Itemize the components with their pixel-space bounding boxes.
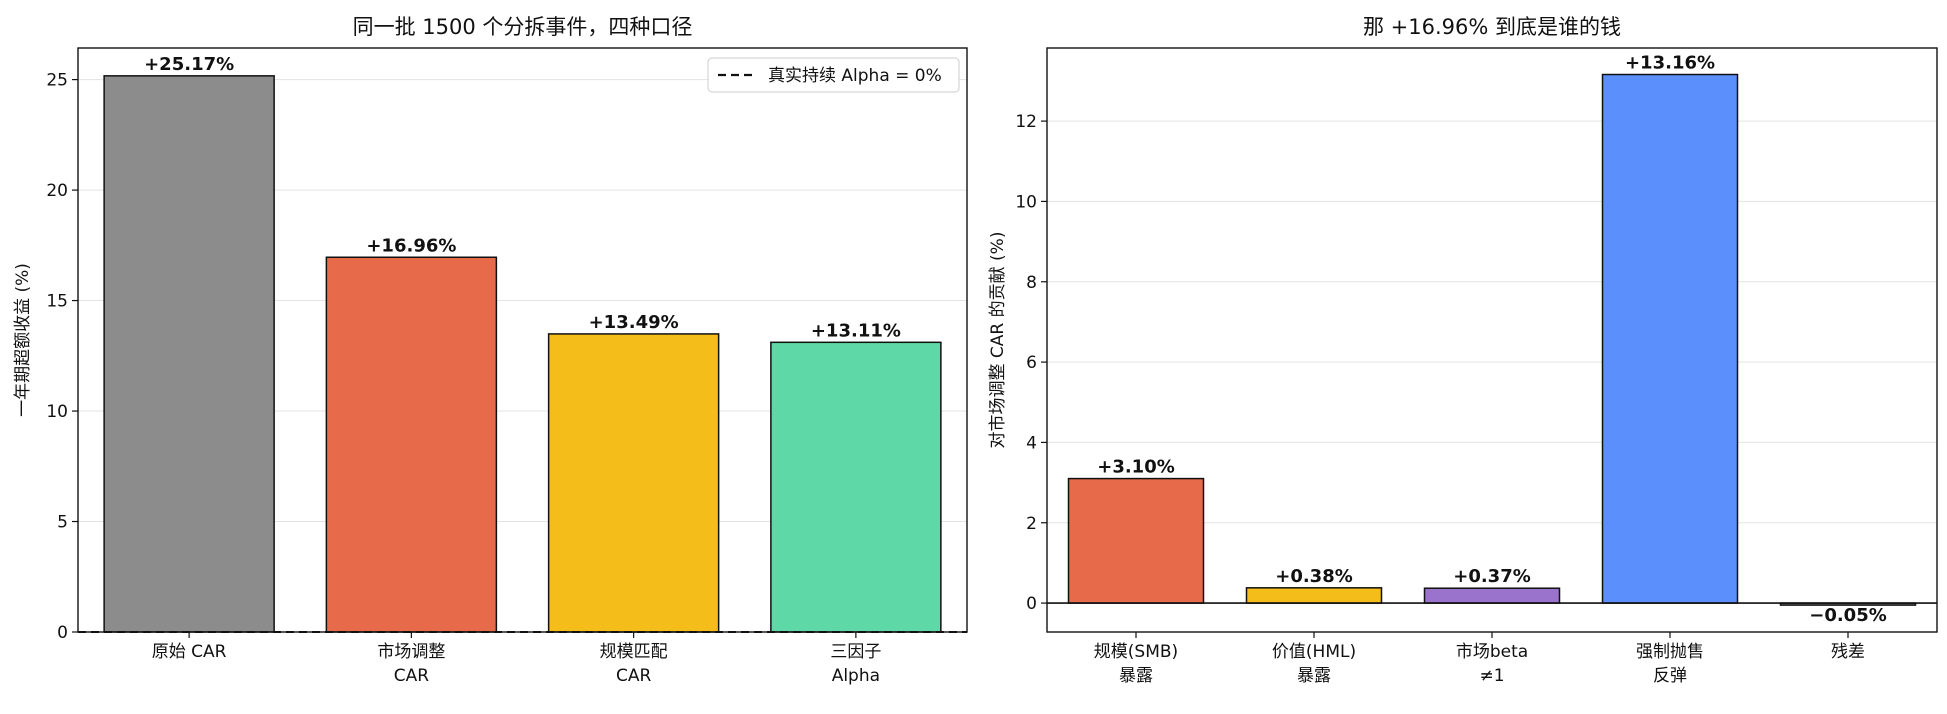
y-axis-label: 一年期超额收益 (%)	[13, 263, 33, 417]
y-tick-label: 20	[46, 181, 68, 201]
bar-value-label: +13.16%	[1625, 53, 1715, 74]
bar-value-label: +13.11%	[811, 320, 901, 341]
y-tick-label: 10	[46, 402, 68, 422]
bar	[1067, 477, 1205, 604]
x-tick-label: 暴露	[1119, 666, 1153, 686]
bar-value-label: +13.49%	[589, 312, 679, 333]
y-tick-label: 25	[46, 71, 68, 91]
x-tick-label: ≠1	[1479, 666, 1504, 686]
x-tick-label: 原始 CAR	[152, 642, 227, 662]
y-tick-label: 12	[1015, 112, 1037, 132]
bar	[325, 256, 498, 633]
x-tick-label: 强制抛售	[1636, 642, 1704, 662]
bar	[1245, 587, 1383, 604]
bar	[1423, 587, 1561, 604]
x-tick-label: 价值(HML)	[1272, 642, 1356, 662]
chart-title: 那 +16.96% 到底是谁的钱	[1363, 15, 1621, 39]
y-tick-label: 2	[1026, 514, 1037, 534]
y-tick-label: 8	[1026, 273, 1037, 293]
plot-frame	[77, 47, 968, 633]
left-chart: 0 5 10 15 20 25 +25.17% 原始 CAR +16.96% 市场调整 CAR +13…	[13, 15, 968, 686]
bar-value-label: +16.96%	[366, 235, 456, 256]
y-tick-label: 0	[1026, 594, 1037, 614]
x-tick-label: 市场调整	[377, 642, 445, 662]
bar-value-label: +3.10%	[1097, 457, 1175, 478]
right-chart: 0 2 4 6 8 10 12 +3.10% 规模(SMB) 暴露 +0.38% 价值(HML) 暴露 +…	[988, 15, 1938, 686]
x-tick-label: CAR	[394, 666, 429, 686]
x-tick-label: 暴露	[1297, 666, 1331, 686]
bar	[770, 341, 942, 633]
x-tick-label: CAR	[616, 666, 651, 686]
bar-value-label: −0.05%	[1809, 605, 1887, 626]
x-tick-label: 市场beta	[1456, 642, 1528, 662]
y-tick-label: 10	[1015, 192, 1037, 212]
x-tick-label: 反弹	[1653, 666, 1687, 686]
chart-title: 同一批 1500 个分拆事件，四种口径	[353, 15, 693, 39]
x-tick-label: 规模(SMB)	[1094, 642, 1178, 662]
y-tick-label: 15	[46, 292, 68, 312]
legend-label: 真实持续 Alpha = 0%	[768, 66, 942, 86]
y-tick-label: 6	[1026, 353, 1037, 373]
y-tick-label: 5	[57, 513, 68, 533]
plot-frame	[1046, 47, 1938, 633]
bar	[103, 75, 275, 633]
x-tick-label: 规模匹配	[600, 642, 668, 662]
x-tick-label: 三因子	[830, 642, 881, 662]
bar	[1601, 73, 1739, 604]
y-axis-label: 对市场调整 CAR 的贡献 (%)	[988, 232, 1008, 449]
bar-value-label: +0.38%	[1275, 566, 1353, 587]
x-tick-label: 残差	[1831, 642, 1865, 662]
y-tick-label: 0	[57, 623, 68, 643]
x-tick-label: Alpha	[832, 666, 880, 686]
bar	[547, 333, 720, 633]
bar-value-label: +25.17%	[144, 54, 234, 75]
y-tick-label: 4	[1026, 433, 1037, 453]
legend-box	[707, 57, 960, 93]
bar-value-label: +0.37%	[1453, 566, 1531, 587]
